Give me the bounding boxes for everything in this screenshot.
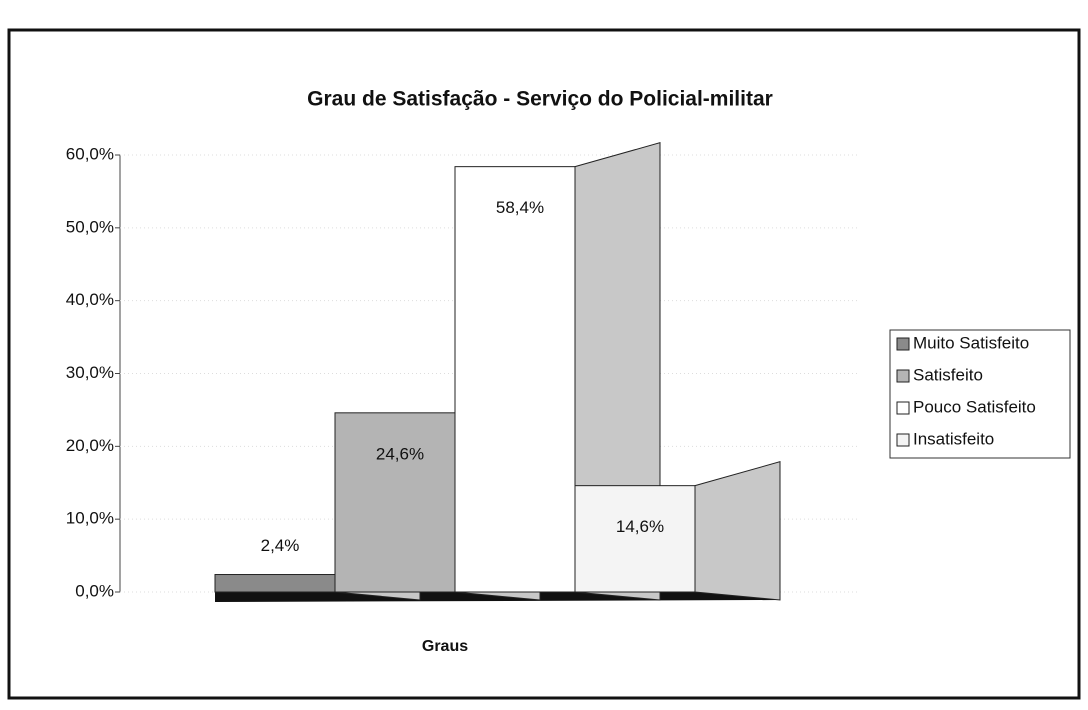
legend-label: Muito Satisfeito	[913, 333, 1029, 352]
data-label: 24,6%	[376, 444, 424, 463]
chart-title: Grau de Satisfação - Serviço do Policial…	[307, 88, 773, 111]
bar	[214, 574, 336, 593]
y-tick-label: 40,0%	[66, 290, 114, 309]
legend	[889, 329, 1071, 459]
bar-side	[694, 461, 781, 601]
data-label: 58,4%	[496, 198, 544, 217]
legend-swatch	[896, 337, 910, 351]
x-axis-label: Graus	[422, 638, 468, 655]
data-label: 2,4%	[261, 536, 300, 555]
y-tick-label: 60,0%	[66, 144, 114, 163]
y-tick-label: 20,0%	[66, 436, 114, 455]
y-tick-label: 0,0%	[75, 581, 114, 600]
legend-swatch	[896, 433, 910, 447]
legend-label: Pouco Satisfeito	[913, 397, 1036, 416]
legend-swatch	[896, 369, 910, 383]
data-label: 14,6%	[616, 517, 664, 536]
y-tick-label: 10,0%	[66, 509, 114, 528]
legend-swatch	[896, 401, 910, 415]
bar	[334, 412, 456, 593]
legend-label: Satisfeito	[913, 365, 983, 384]
bar	[454, 166, 576, 593]
legend-label: Insatisfeito	[913, 429, 994, 448]
y-tick-label: 30,0%	[66, 363, 114, 382]
y-tick-label: 50,0%	[66, 217, 114, 236]
bar	[574, 485, 696, 593]
